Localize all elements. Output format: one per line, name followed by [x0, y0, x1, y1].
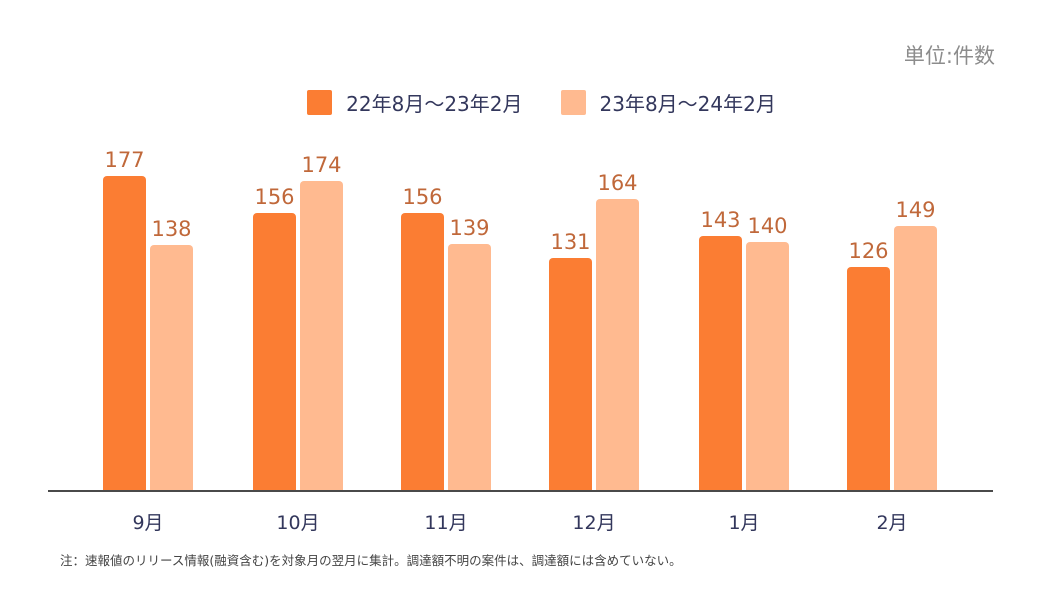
- bar: [103, 175, 146, 491]
- legend-swatch-series-1: [307, 90, 333, 115]
- data-label: 149: [895, 197, 936, 222]
- data-label: 140: [747, 213, 788, 238]
- data-label: 131: [550, 229, 591, 254]
- legend-label-series-1: 22年8月～23年2月: [346, 92, 523, 116]
- bar: [401, 213, 444, 491]
- bar: [746, 241, 789, 491]
- legend-label-series-2: 23年8月～24年2月: [599, 92, 776, 116]
- data-label: 126: [848, 238, 889, 263]
- bar: [596, 199, 639, 491]
- legend-item-series-2: 23年8月～24年2月: [560, 88, 776, 117]
- data-label: 156: [254, 185, 295, 210]
- x-tick-label: 1月: [728, 512, 760, 534]
- legend-swatch-series-2: [560, 90, 586, 115]
- x-tick-label: 12月: [572, 512, 616, 534]
- data-label: 138: [151, 217, 192, 242]
- bar: [300, 181, 343, 491]
- x-tick-label: 11月: [424, 512, 468, 534]
- bar: [847, 266, 890, 491]
- footnote: 注：速報値のリリース情報(融資含む)を対象月の翌月に集計。調達額不明の案件は、調…: [60, 553, 682, 568]
- x-tick-label: 10月: [276, 512, 320, 534]
- data-label: 177: [104, 147, 145, 172]
- bar: [253, 213, 296, 491]
- legend: 22年8月～23年2月 23年8月～24年2月: [0, 88, 1063, 117]
- x-tick-label: 2月: [876, 512, 908, 534]
- bar: [894, 225, 937, 491]
- data-label: 143: [700, 208, 741, 233]
- legend-item-series-1: 22年8月～23年2月: [307, 88, 523, 117]
- x-tick-label: 9月: [132, 512, 164, 534]
- x-axis-line: [48, 490, 993, 492]
- bar: [549, 257, 592, 491]
- unit-label: 単位:件数: [903, 44, 995, 68]
- bar: [150, 245, 193, 491]
- data-label: 156: [402, 185, 443, 210]
- data-label: 164: [597, 171, 638, 196]
- data-label: 174: [301, 153, 342, 178]
- data-label: 139: [449, 215, 490, 240]
- bar: [699, 236, 742, 491]
- bar: [448, 243, 491, 491]
